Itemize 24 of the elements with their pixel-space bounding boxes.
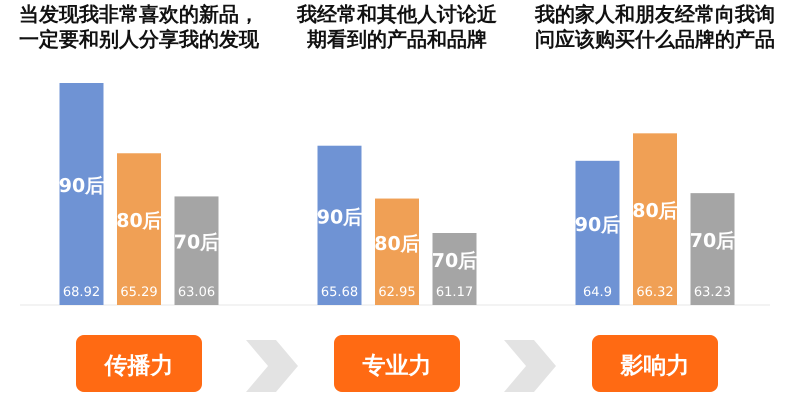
text: 我的家人和朋友经常向我询问应该购买什么品牌的产品 [534,2,776,52]
data-label: 68.92 [62,285,100,300]
data-label: 65.29 [120,285,158,300]
text: 70后 [432,250,478,272]
series-label: 70后 [174,232,220,254]
text: 70后 [690,230,736,252]
text: 我经常和其他人讨论近期看到的产品和品牌 [296,2,498,52]
data-label: 63.23 [694,285,732,300]
data-label: 61.17 [436,285,474,300]
text: 当发现我非常喜欢的新品，一定要和别人分享我的发现 [18,2,260,52]
x-tick-label: 影响力 [620,353,690,379]
data-label: 64.9 [583,285,612,300]
text: 90后 [574,214,620,236]
data-label: 63.06 [178,285,216,300]
text: 80后 [632,200,678,222]
data-label: 65.68 [320,285,358,300]
series-label: 90后 [58,175,104,197]
data-label: 62.95 [378,285,416,300]
series-label: 80后 [116,210,162,232]
x-tick-label: 传播力 [104,353,174,379]
text: 80后 [374,232,420,255]
x-tick-label: 专业力 [362,353,432,379]
text: 90后 [316,206,362,228]
data-label: 66.32 [636,285,674,300]
